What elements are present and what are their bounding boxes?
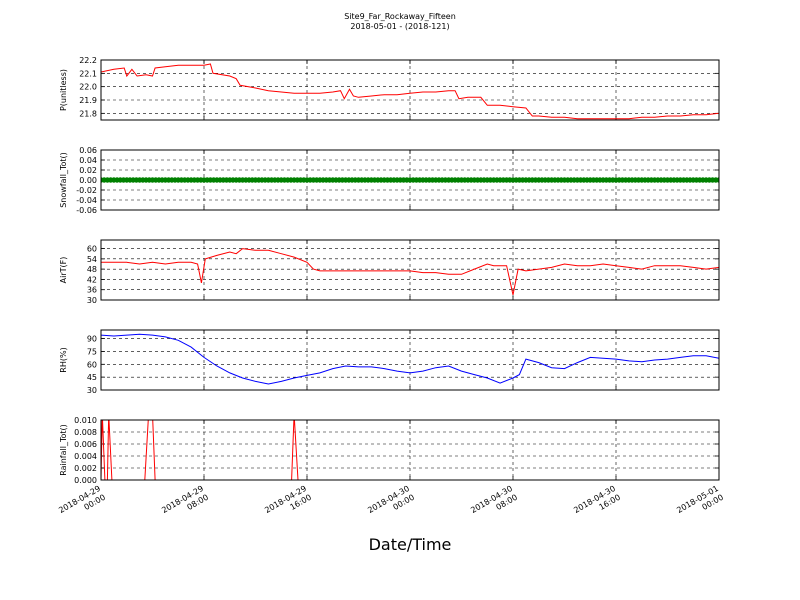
series-line	[101, 248, 719, 296]
y-tick-label: 48	[87, 265, 97, 274]
y-tick-label: 36	[87, 286, 97, 295]
x-tick-label: 2018-04-3000:00	[366, 484, 416, 524]
chart-title: Site9_Far_Rockaway_Fifteen	[344, 12, 456, 21]
series-line	[101, 63, 719, 120]
y-tick-label: 75	[87, 347, 97, 356]
panel-frame	[100, 59, 720, 121]
panel-frame	[100, 149, 720, 211]
y-axis-label: RH(%)	[59, 347, 68, 372]
y-tick-label: -0.04	[76, 196, 97, 205]
y-tick-label: 0.004	[74, 452, 97, 461]
y-axis-label: P(unitless)	[59, 69, 68, 111]
y-tick-label: 0.02	[79, 166, 97, 175]
series-markers	[101, 177, 719, 183]
x-tick-label: 2018-04-3008:00	[469, 484, 519, 524]
panel-frame	[100, 419, 720, 481]
y-tick-label: 22.1	[79, 69, 97, 78]
panel-frame	[100, 239, 720, 301]
panel-frame	[100, 329, 720, 391]
panel-4: 30 45 60 75 90 RH(%)	[59, 329, 720, 395]
x-tick-label: 2018-04-3016:00	[572, 484, 622, 524]
y-tick-label: 90	[87, 335, 97, 344]
y-tick-label: 54	[87, 255, 97, 264]
y-tick-label: 30	[87, 296, 97, 305]
y-axis-label: AirT(F)	[59, 257, 68, 284]
y-tick-label: 30	[87, 386, 97, 395]
y-tick-label: 0.000	[74, 476, 97, 485]
y-tick-label: 0.04	[79, 156, 97, 165]
y-tick-label: 22.2	[79, 56, 97, 65]
chart-subtitle: 2018-05-01 - (2018-121)	[350, 22, 449, 31]
y-tick-label: 0.002	[74, 464, 97, 473]
y-tick-label: 60	[87, 245, 97, 254]
y-tick-label: 0.00	[79, 176, 97, 185]
x-tick-label: 2018-04-2908:00	[160, 484, 210, 524]
x-tick-label: 2018-05-0100:00	[675, 484, 725, 524]
y-tick-label: 0.06	[79, 146, 97, 155]
panels: 21.821.922.022.122.2P(unitless)-0.06-0.0…	[59, 56, 720, 485]
y-tick-label: 60	[87, 360, 97, 369]
x-axis-label: Date/Time	[369, 535, 452, 554]
y-tick-label: -0.06	[76, 206, 97, 215]
y-axis-label: Rainfall_Tot()	[59, 424, 68, 476]
y-tick-label: 21.9	[79, 96, 97, 105]
y-tick-label: 45	[87, 373, 97, 382]
y-tick-label: 42	[87, 275, 97, 284]
x-tick-label: 2018-04-2900:00	[57, 484, 107, 524]
y-tick-label: 22.0	[79, 83, 97, 92]
x-axis: 2018-04-2900:00 2018-04-2908:00 2018-04-29…	[57, 484, 725, 524]
panel-2: -0.06-0.04-0.020.000.020.040.06 Snowfall_…	[59, 146, 720, 215]
y-axis-label: Snowfall_Tot()	[59, 152, 68, 208]
x-tick-label: 2018-04-2916:00	[263, 484, 313, 524]
y-tick-label: 21.8	[79, 109, 97, 118]
y-tick-label: -0.02	[76, 186, 97, 195]
y-tick-label: 0.010	[74, 416, 97, 425]
panel-1: 21.8 21.9 22.0 22.1 22.2 P(unitless)	[59, 56, 720, 121]
y-tick-label: 0.008	[74, 428, 97, 437]
series-line	[101, 420, 719, 480]
y-tick-label: 0.006	[74, 440, 97, 449]
series-line	[101, 333, 719, 385]
panel-5: 0.000 0.002 0.004 0.006 0.008 0.010 Rainfall_T…	[59, 416, 720, 485]
